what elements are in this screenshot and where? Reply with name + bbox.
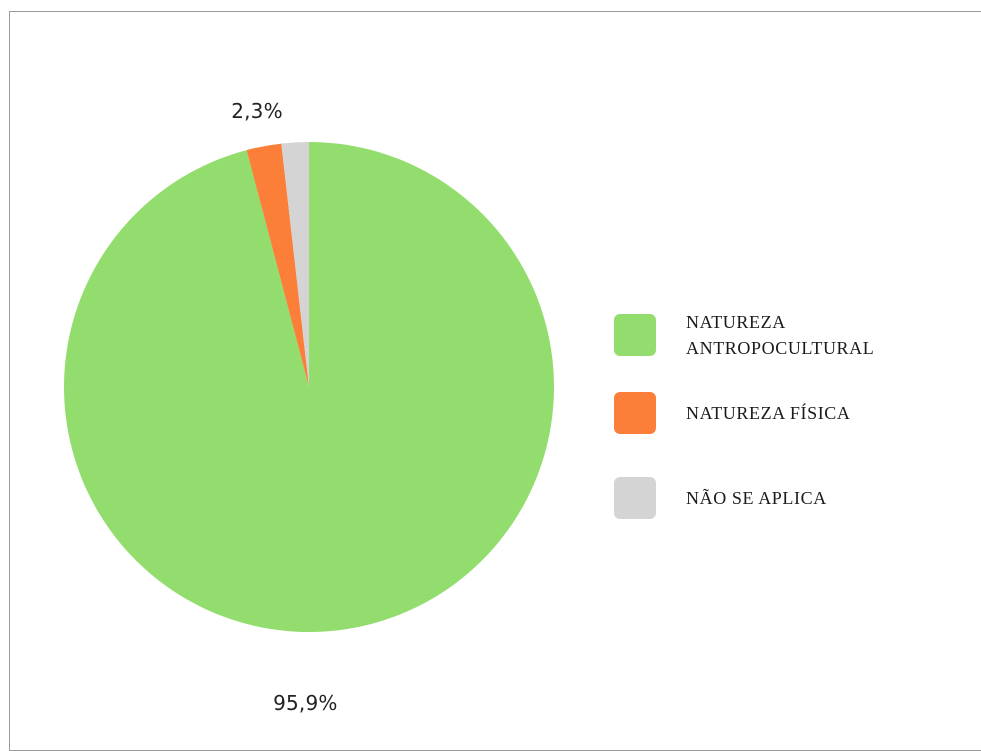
data-label-natureza-antropocultural: 95,9% [273,690,338,715]
pie-slice-natureza-fisica [246,143,309,387]
legend-label-natureza-antropocultural: NATUREZA ANTROPOCULTURAL [686,312,875,358]
pie-slice-nao-se-aplica [281,142,309,387]
legend-item-natureza-fisica: NATUREZA FÍSICA [614,392,926,434]
pie-slices [64,142,555,632]
legend-label-natureza-fisica: NATUREZA FÍSICA [686,403,851,423]
legend-swatch-nao-se-aplica [614,477,656,519]
data-label-natureza-fisica: 2,3% [231,98,283,123]
legend-item-natureza-antropocultural: NATUREZA ANTROPOCULTURAL [614,304,926,366]
legend-swatch-natureza-antropocultural [614,314,656,356]
pie-slice-natureza-antropocultural [64,142,555,632]
legend: NATUREZA ANTROPOCULTURAL NATUREZA FÍSICA… [614,304,926,519]
legend-item-nao-se-aplica: NÃO SE APLICA [614,477,926,519]
legend-swatch-natureza-fisica [614,392,656,434]
legend-label-nao-se-aplica: NÃO SE APLICA [686,488,827,508]
